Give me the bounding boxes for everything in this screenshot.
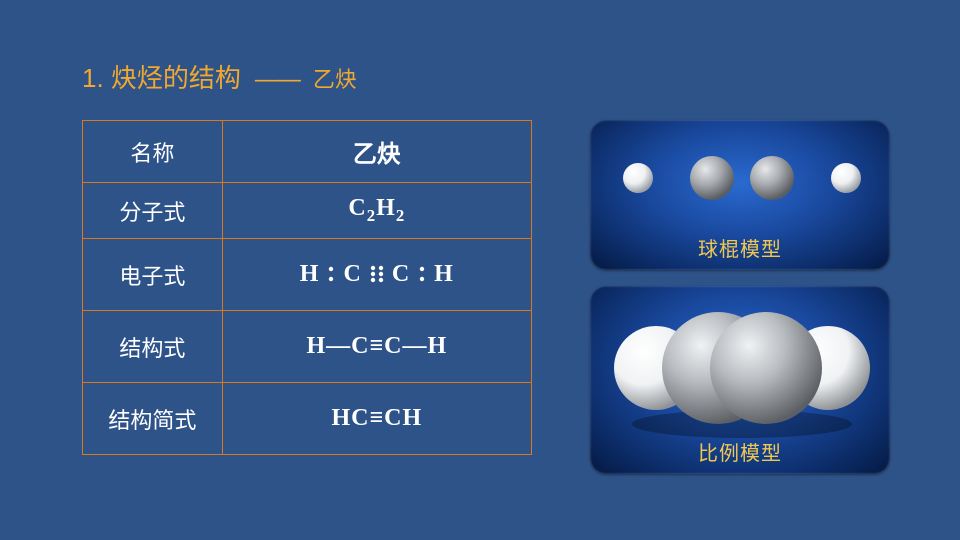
ball-stick-caption: 球棍模型	[590, 233, 890, 262]
title-compound: 乙炔	[313, 62, 357, 94]
cell-label-molecular: 分子式	[83, 183, 223, 239]
structure-table: 名称 乙炔 分子式 C2H2 电子式 H C C H 结构式	[82, 120, 532, 455]
cell-value-lewis: H C C H	[222, 239, 531, 311]
space-fill-model-box: 比例模型	[590, 286, 890, 474]
ball-stick-model-box: 球棍模型	[590, 120, 890, 270]
cell-label-structural: 结构式	[83, 311, 223, 383]
cell-label-condensed: 结构简式	[83, 383, 223, 455]
cell-value-condensed: HC≡CH	[222, 383, 531, 455]
space-fill-caption: 比例模型	[590, 437, 890, 466]
cell-value-name: 乙炔	[222, 121, 531, 183]
cell-label-lewis: 电子式	[83, 239, 223, 311]
slide-title: 1. 炔烃的结构 —— 乙炔	[82, 58, 357, 95]
title-number: 1. 炔烃的结构	[82, 58, 241, 95]
cell-label-name: 名称	[83, 121, 223, 183]
title-dash: ——	[255, 66, 299, 94]
cell-value-structural: H—C≡C—H	[222, 311, 531, 383]
cell-value-molecular: C2H2	[222, 183, 531, 239]
